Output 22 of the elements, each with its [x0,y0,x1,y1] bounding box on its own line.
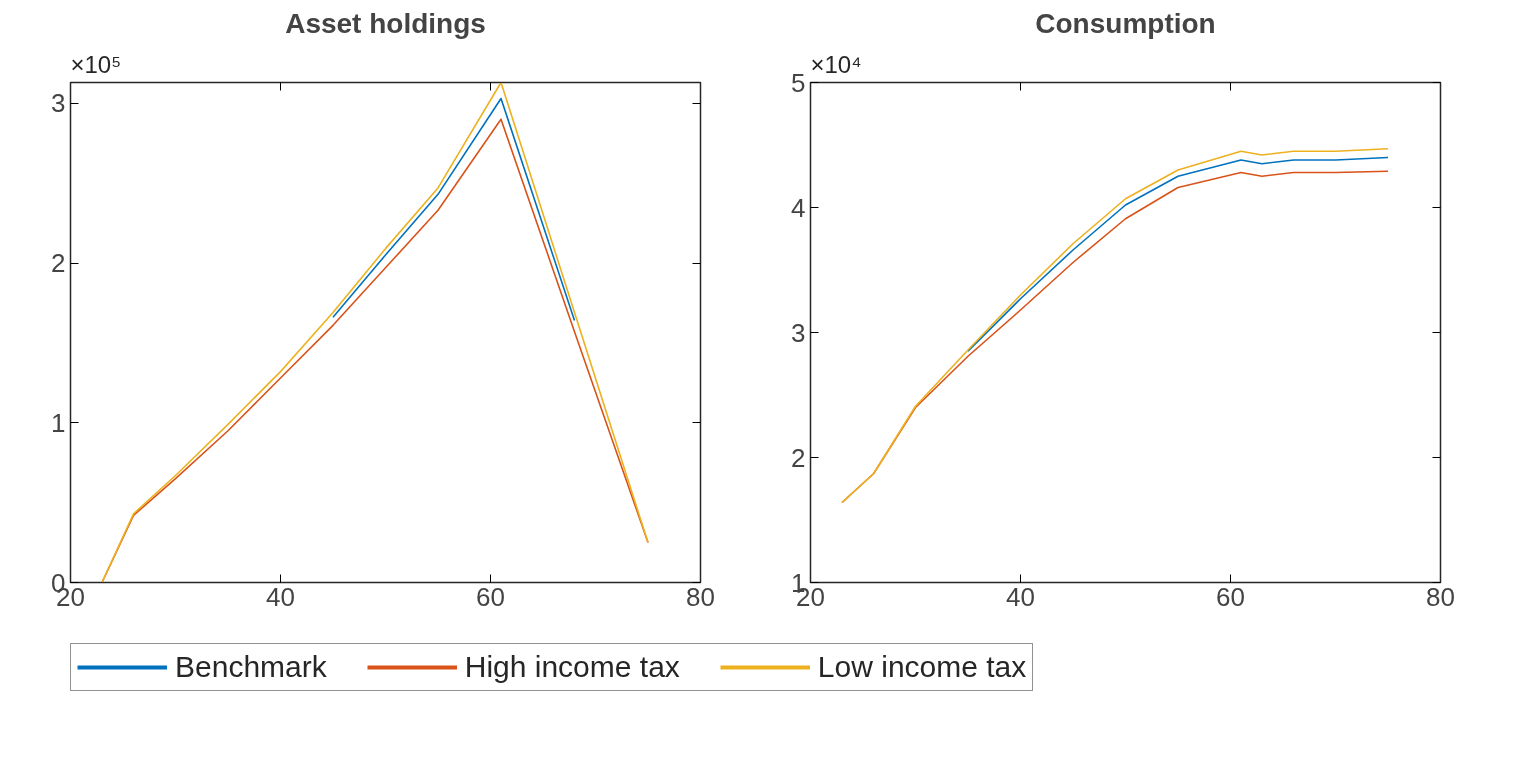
line-series [332,97,576,322]
x-tick-label: 60 [476,581,505,612]
x-tick-label: 40 [1006,581,1035,612]
legend-label: Low income tax [817,650,1027,684]
y-tick-label: 3 [51,88,66,119]
x-tick-label: 80 [1426,581,1455,612]
y-tick-label: 5 [791,67,806,98]
y-tick-label: 2 [791,442,806,473]
text: ×10⁴ [810,50,862,78]
x-tick-label: 60 [1216,581,1245,612]
x-tick-label: 80 [686,581,715,612]
chart-title: Consumption [1035,7,1216,39]
legend-label: High income tax [464,650,680,684]
text: ×10⁵ [70,50,122,78]
line-series [967,156,1389,353]
legend-label: Benchmark [175,650,327,684]
x-tick-label: 40 [266,581,295,612]
y-tick-label: 4 [791,192,806,223]
y-tick-label: 3 [791,317,806,348]
y-tick-label: 2 [51,248,66,279]
chart-title: Asset holdings [285,7,486,39]
y-tick-label: 1 [51,407,66,438]
